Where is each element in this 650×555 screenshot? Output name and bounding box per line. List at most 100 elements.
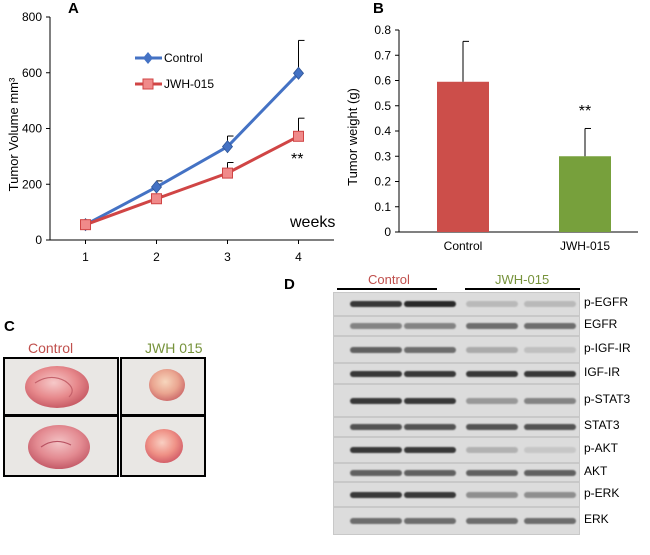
x-tick-label: 1 <box>82 250 89 264</box>
tumor-image <box>25 366 89 408</box>
blot-band <box>350 370 402 377</box>
blot-row-label: p-EGFR <box>584 295 629 309</box>
blot-band <box>350 469 402 476</box>
photo-jwh-2 <box>120 415 206 477</box>
panel-letter-c: C <box>4 318 15 335</box>
data-point-jwh <box>80 219 91 231</box>
y-axis-label: Tumor Volume mm³ <box>6 77 21 191</box>
annotation-weeks: weeks <box>289 214 335 231</box>
y-axis-label: Tumor weight (g) <box>345 88 360 186</box>
panel-letter-b: B <box>373 0 384 17</box>
blot-band <box>404 370 456 377</box>
blot-band <box>466 301 518 307</box>
bar-control <box>437 81 489 232</box>
blot-band <box>466 323 518 329</box>
y-tick-label: 600 <box>22 66 42 80</box>
blot-strip-igf-ir <box>333 363 580 384</box>
photo-jwh-1 <box>120 357 206 416</box>
tumor-image <box>149 369 185 401</box>
blot-label-control: Control <box>368 272 410 287</box>
x-tick-label: 3 <box>224 250 231 264</box>
blot-strip-p-erk <box>333 482 580 507</box>
blot-underline-control <box>337 288 437 290</box>
blot-band <box>404 397 456 404</box>
blot-band <box>524 424 576 430</box>
blot-band <box>466 491 518 498</box>
tumor-image <box>145 429 183 463</box>
blot-band <box>350 447 402 453</box>
x-tick-label: 2 <box>153 250 160 264</box>
y-tick-label: 200 <box>22 177 42 191</box>
blot-band <box>404 424 456 430</box>
blot-band <box>404 301 456 307</box>
blot-band <box>404 469 456 476</box>
blot-band <box>404 323 456 329</box>
photo-control-2 <box>3 415 119 477</box>
blot-strip-p-stat3 <box>333 384 580 417</box>
legend-marker <box>143 52 153 64</box>
y-tick-label: 0.4 <box>374 124 391 138</box>
bar-jwh-015 <box>559 156 611 232</box>
blot-row-label: ERK <box>584 512 609 526</box>
blot-strip-p-igf-ir <box>333 336 580 363</box>
blot-band <box>350 346 402 353</box>
x-tick-label: JWH-015 <box>560 239 610 253</box>
blot-band <box>524 518 576 524</box>
blot-strip-p-egfr <box>333 292 580 316</box>
western-blot: p-EGFR EGFR p-IGF-IR IGF-IR p-STAT3 STAT3 p-AK… <box>333 292 650 547</box>
data-point-control <box>221 139 234 154</box>
y-tick-label: 0.1 <box>374 200 391 214</box>
blot-underline-jwh <box>465 288 580 290</box>
blot-band <box>466 469 518 476</box>
y-tick-label: 0 <box>384 225 391 239</box>
blot-band <box>466 370 518 377</box>
annotation-significance: ** <box>579 103 591 120</box>
blot-strip-egfr <box>333 316 580 336</box>
blot-row-label: p-IGF-IR <box>584 340 631 355</box>
blot-strip-stat3 <box>333 417 580 437</box>
blot-row-label: p-ERK <box>584 485 620 500</box>
blot-band <box>466 424 518 430</box>
data-point-control <box>292 66 305 80</box>
blot-strip-akt <box>333 463 580 482</box>
y-tick-label: 0.8 <box>374 23 391 37</box>
blot-row-label: STAT3 <box>584 418 620 432</box>
blot-band <box>466 346 518 353</box>
legend-label: JWH-015 <box>164 77 214 91</box>
blot-band <box>524 323 576 329</box>
blot-band <box>524 469 576 476</box>
chart-b-tumor-weight: 0 0.1 0.2 0.3 0.4 0.5 0.6 0.7 0.8 Tumor weight (g… <box>345 23 638 253</box>
legend-label: Control <box>164 51 203 65</box>
blot-band <box>524 491 576 498</box>
panel-letter-d: D <box>284 276 295 293</box>
blot-band <box>350 301 402 307</box>
data-point-jwh <box>293 130 304 142</box>
blot-band <box>404 447 456 453</box>
photo-label-jwh: JWH 015 <box>145 340 203 356</box>
data-point-jwh <box>151 193 162 205</box>
blot-row-label: IGF-IR <box>584 364 620 379</box>
annotation-significance: ** <box>291 151 303 168</box>
x-tick-label: 4 <box>295 250 302 264</box>
blot-band <box>524 301 576 307</box>
blot-strip-p-akt <box>333 437 580 463</box>
y-tick-label: 0 <box>35 233 42 247</box>
y-tick-label: 400 <box>22 122 42 136</box>
y-tick-label: 0.7 <box>374 48 391 62</box>
photo-control-1 <box>3 357 119 416</box>
blot-band <box>524 370 576 377</box>
photo-label-control: Control <box>28 340 74 356</box>
blot-band <box>466 518 518 524</box>
series-line-control <box>84 72 300 226</box>
legend-marker <box>142 78 154 90</box>
data-point-control <box>150 180 163 194</box>
blot-row-label: p-AKT <box>584 441 619 455</box>
series-line-jwh-015 <box>84 134 300 227</box>
blot-band <box>404 346 456 353</box>
blot-band <box>350 518 402 524</box>
y-tick-label: 800 <box>22 10 42 24</box>
blot-label-jwh: JWH-015 <box>495 272 550 287</box>
blot-band <box>350 323 402 329</box>
data-point-jwh <box>222 167 233 179</box>
blot-band <box>524 447 576 453</box>
